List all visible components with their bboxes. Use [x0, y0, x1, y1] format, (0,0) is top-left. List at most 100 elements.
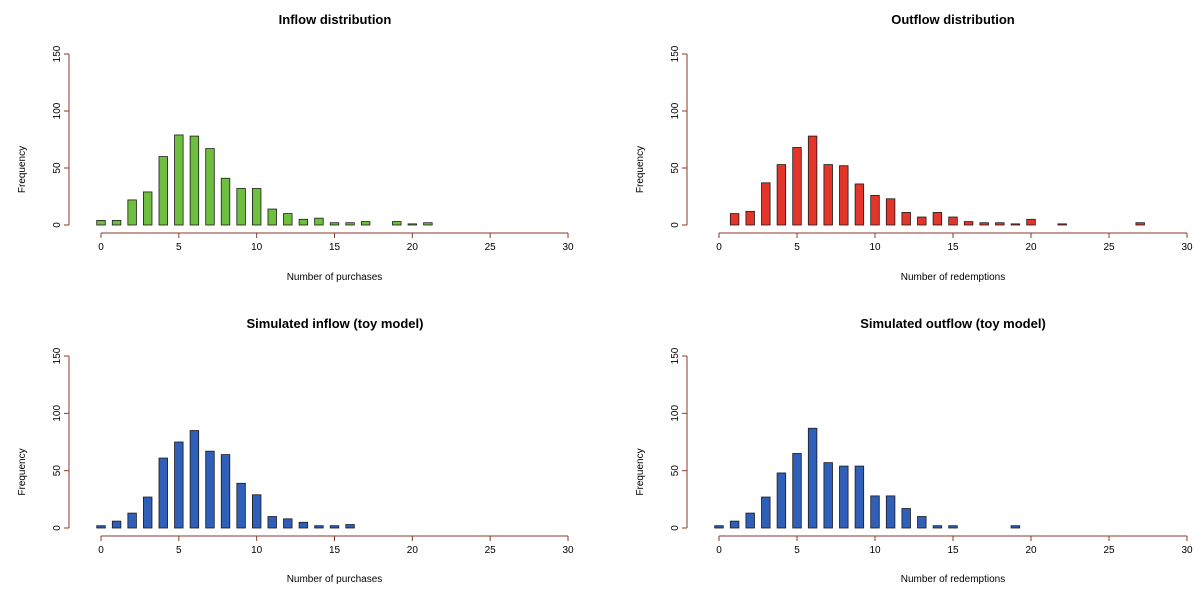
y-tick-label: 0 [52, 525, 63, 531]
histogram-bar [189, 135, 200, 226]
x-tick-label: 5 [176, 545, 182, 556]
histogram-bar [823, 164, 833, 226]
histogram-bar [143, 191, 153, 226]
histogram-bar [96, 220, 106, 226]
chart-title: Inflow distribution [279, 12, 392, 27]
histogram-bar [932, 212, 943, 226]
x-tick-label: 0 [716, 545, 722, 556]
histogram-bar [714, 525, 724, 529]
histogram-bar [267, 516, 277, 529]
x-tick-label: 15 [947, 242, 959, 253]
histogram-bar [205, 148, 215, 226]
histogram-bar [314, 217, 324, 226]
histogram-bar [854, 183, 865, 226]
y-axis-label: Frequency [17, 146, 28, 193]
y-axis-label: Frequency [635, 146, 646, 193]
histogram-bar [423, 222, 433, 226]
histogram-bar [885, 198, 896, 226]
x-tick-label: 25 [1103, 242, 1115, 253]
x-tick-label: 0 [98, 242, 104, 253]
panel-4: Simulated outflow (toy model) 0 5 10 15 20 25 3… [635, 316, 1193, 585]
x-tick-label: 20 [1025, 242, 1037, 253]
y-tick-label: 50 [52, 465, 63, 477]
y-tick-label: 0 [670, 222, 681, 228]
x-tick-label: 25 [485, 242, 497, 253]
y-tick-label: 0 [52, 222, 63, 228]
y-tick-label: 100 [52, 102, 63, 119]
histogram-bar [1010, 223, 1021, 226]
chart-title: Simulated inflow (toy model) [247, 316, 424, 331]
histogram-bar [776, 472, 787, 529]
y-tick-label: 50 [670, 465, 681, 477]
histogram-bar [823, 462, 833, 529]
histogram-bar [917, 516, 927, 529]
y-tick-label: 150 [52, 45, 63, 62]
x-tick-label: 5 [794, 242, 800, 253]
x-tick-label: 10 [251, 242, 263, 253]
chart-title: Simulated outflow (toy model) [860, 316, 1046, 331]
histogram-bar [392, 221, 402, 226]
histogram-bar [807, 427, 818, 529]
histogram-bar [236, 482, 246, 529]
y-tick-label: 100 [52, 405, 63, 422]
histogram-bar [792, 453, 802, 529]
x-tick-label: 20 [1025, 545, 1037, 556]
x-tick-label: 10 [251, 545, 263, 556]
histogram-bar [329, 525, 340, 529]
histogram-bar [885, 495, 896, 529]
histogram-bar [776, 164, 787, 226]
histogram-bar [745, 512, 755, 529]
x-tick-label: 15 [329, 545, 341, 556]
x-tick-label: 10 [869, 242, 881, 253]
histogram-bar [127, 512, 137, 529]
histogram-bar [807, 135, 818, 226]
x-tick-label: 15 [329, 242, 341, 253]
panel-1: Inflow distribution 0 5 10 15 20 25 30 0 50 100 150… [17, 12, 574, 283]
panel-2: Outflow distribution 0 5 10 15 20 25 30 0 50 100 15… [635, 12, 1193, 283]
x-tick-label: 30 [562, 242, 574, 253]
histogram-bar [761, 182, 771, 226]
histogram-bar [792, 147, 802, 226]
histogram-bar [236, 188, 246, 226]
histogram-bar [205, 450, 215, 529]
y-tick-label: 50 [52, 162, 63, 174]
histogram-bar [729, 520, 740, 529]
x-tick-label: 5 [794, 545, 800, 556]
histogram-bar [111, 520, 122, 529]
histogram-bar [995, 222, 1005, 226]
y-tick-label: 50 [670, 162, 681, 174]
x-axis-label: Number of redemptions [901, 574, 1006, 585]
histogram-bar [345, 524, 355, 529]
histogram-bar [127, 199, 137, 226]
histogram-bar [189, 430, 200, 529]
y-tick-label: 150 [670, 347, 681, 364]
histogram-bar [96, 525, 106, 529]
x-tick-label: 0 [716, 242, 722, 253]
histogram-bar [901, 212, 911, 226]
histogram-bar [1010, 525, 1021, 529]
histogram-bar [298, 521, 309, 529]
y-tick-label: 100 [670, 405, 681, 422]
y-tick-label: 0 [670, 525, 681, 531]
histogram-bar [220, 177, 231, 226]
chart-title: Outflow distribution [891, 12, 1015, 27]
histogram-bar [283, 518, 293, 529]
histogram-bar [1135, 222, 1145, 226]
histogram-bar [407, 223, 418, 226]
histogram-bar [143, 496, 153, 529]
x-axis-label: Number of purchases [287, 272, 383, 283]
histogram-bar [220, 454, 231, 529]
histogram-bar [761, 496, 771, 529]
x-tick-label: 15 [947, 545, 959, 556]
histogram-bar [314, 525, 324, 529]
histogram-bar [1057, 223, 1067, 226]
histogram-bar [251, 494, 262, 529]
histogram-bar [948, 216, 958, 226]
y-axis-label: Frequency [17, 448, 28, 495]
panel-3: Simulated inflow (toy model) 0 5 10 15 20 25 30… [17, 316, 574, 585]
histogram-bar [870, 194, 880, 226]
histogram-bar [839, 165, 849, 226]
histogram-bar [979, 222, 989, 226]
histogram-bar [174, 134, 184, 226]
x-tick-label: 25 [1103, 545, 1115, 556]
